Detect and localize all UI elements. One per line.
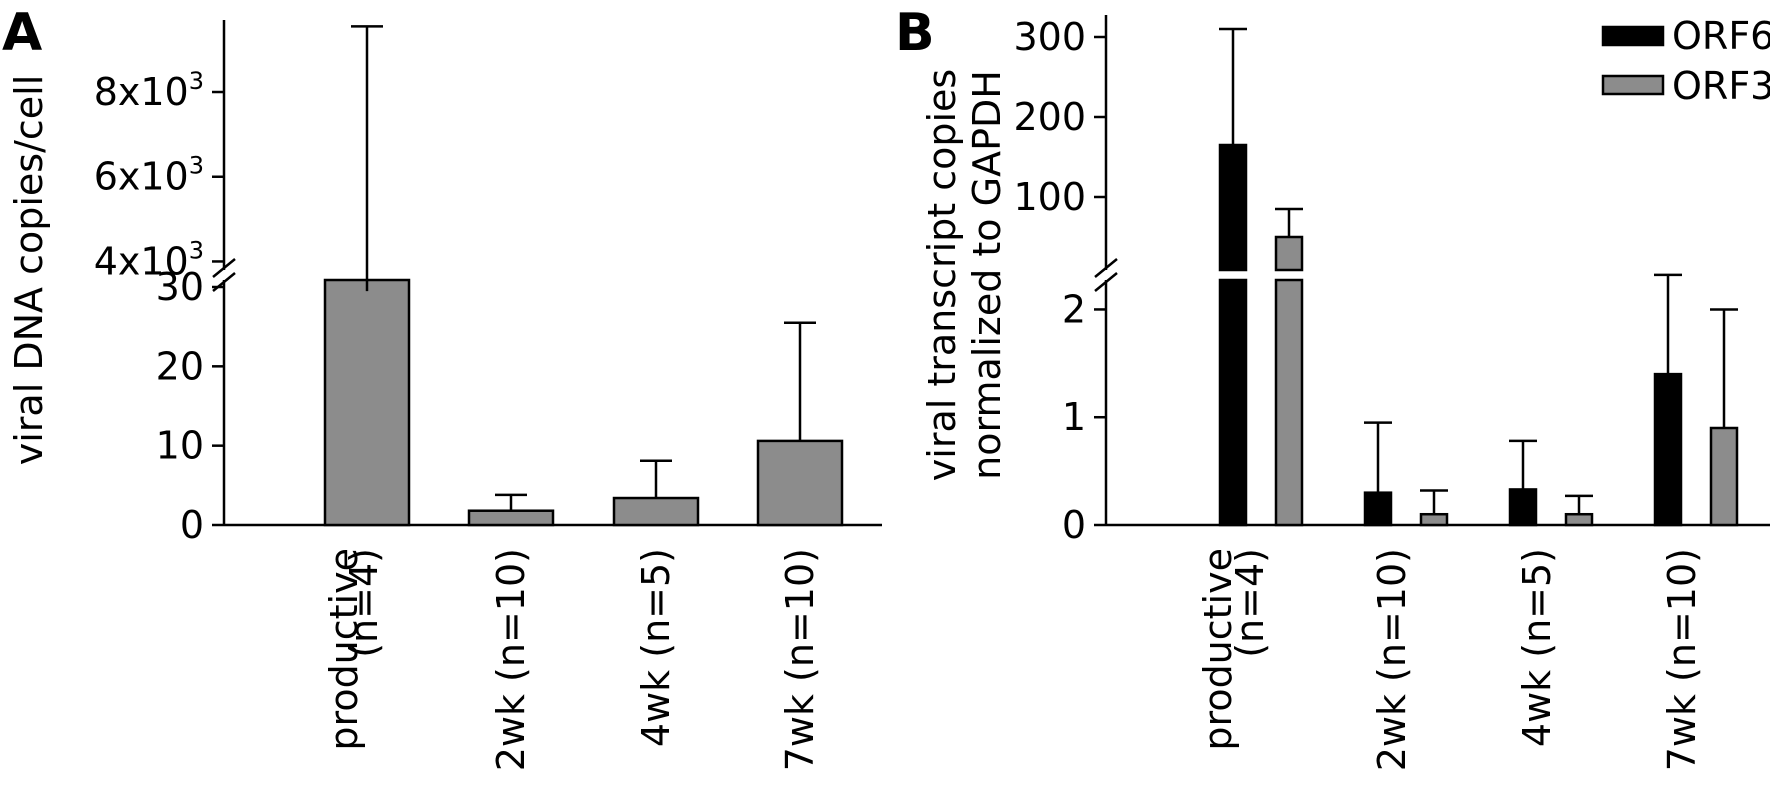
- panel-a-category-label-1: 2wk (n=10): [489, 548, 533, 771]
- panel-a-ytick-label-upper-1: 6x103: [94, 152, 204, 199]
- panel-a-bar-1-0: [467, 509, 555, 527]
- panel-a-category-label-2: 4wk (n=5): [634, 548, 678, 747]
- panel-a-ytick-label-upper-0: 4x103: [94, 236, 204, 283]
- panel-b-letter: B: [895, 3, 935, 63]
- panel-b-bar-2-1: [1564, 512, 1594, 527]
- panel-a-axis-break-mark-1: [212, 258, 236, 278]
- panel-a-category-label-3: 7wk (n=10): [778, 548, 822, 771]
- panel-a-category-label-0-line1: productive: [322, 548, 366, 751]
- panel-b-ytick-label-lower-1: 1: [1062, 395, 1086, 439]
- legend-swatch-orf31: [1601, 74, 1665, 96]
- panel-b-bar-3-1: [1709, 426, 1739, 527]
- panel-b-category-label-1: 2wk (n=10): [1370, 548, 1414, 771]
- panel-a-category-label-0-line2: (n=4): [342, 548, 386, 658]
- panel-a-ytick-label-lower-0: 0: [180, 503, 204, 547]
- panel-a-bar-0-0-lower: [323, 278, 411, 527]
- panel-b-bar-0-0-upper: [1218, 143, 1248, 272]
- panel-b-bar-1-1: [1419, 512, 1449, 527]
- panel-b-ytick-label-lower-2: 2: [1062, 287, 1086, 331]
- panel-a-ytick-label-upper-2: 8x103: [94, 67, 204, 114]
- panel-a-ylabel: viral DNA copies/cell: [7, 75, 51, 466]
- panel-b-bar-0-0-lower: [1218, 278, 1248, 527]
- panel-b: 0 1 2 100 200 300 productive(n=4) 2wk (n=10) 4wk…: [1013, 15, 1770, 771]
- panel-a-bar-2-0: [612, 496, 700, 527]
- panel-b-ytick-label-upper-0: 100: [1013, 175, 1086, 219]
- panel-b-category-label-0-line2: (n=4): [1228, 548, 1272, 658]
- panel-a-ytick-label-lower-2: 20: [156, 344, 204, 388]
- panel-b-axis-break-mark-1: [1094, 258, 1118, 278]
- legend-label-orf31: ORF31: [1672, 64, 1770, 108]
- panel-b-legend: ORF63 ORF31: [1601, 14, 1770, 108]
- panel-b-bar-0-1-upper: [1274, 235, 1304, 272]
- legend-swatch-orf63: [1601, 25, 1665, 47]
- legend-label-orf63: ORF63: [1672, 14, 1770, 58]
- panel-b-ytick-label-upper-1: 200: [1013, 95, 1086, 139]
- panel-b-bar-0-1-lower: [1274, 278, 1304, 527]
- panel-a-ytick-label-lower-1: 10: [156, 424, 204, 468]
- panel-b-ytick-label-upper-2: 300: [1013, 15, 1086, 59]
- panel-b-category-label-3: 7wk (n=10): [1660, 548, 1704, 771]
- panel-b-category-label-2: 4wk (n=5): [1515, 548, 1559, 747]
- panel-b-category-label-0-line1: productive: [1196, 548, 1240, 751]
- panel-b-bar-3-0: [1653, 372, 1683, 527]
- panel-a-bar-3-0: [756, 439, 844, 527]
- panel-b-bar-2-0: [1508, 488, 1538, 527]
- panel-b-ytick-label-lower-0: 0: [1062, 503, 1086, 547]
- panel-b-bar-1-0: [1363, 491, 1393, 527]
- panel-a-ytick-label-lower-3: 30: [156, 265, 204, 309]
- panel-b-ylabel-line1: viral transcript copies: [920, 69, 964, 481]
- panel-b-axis-break-mark-2: [1094, 272, 1118, 292]
- panel-b-ylabel-line2: normalized to GAPDH: [965, 70, 1009, 480]
- panel-a-letter: A: [2, 3, 42, 63]
